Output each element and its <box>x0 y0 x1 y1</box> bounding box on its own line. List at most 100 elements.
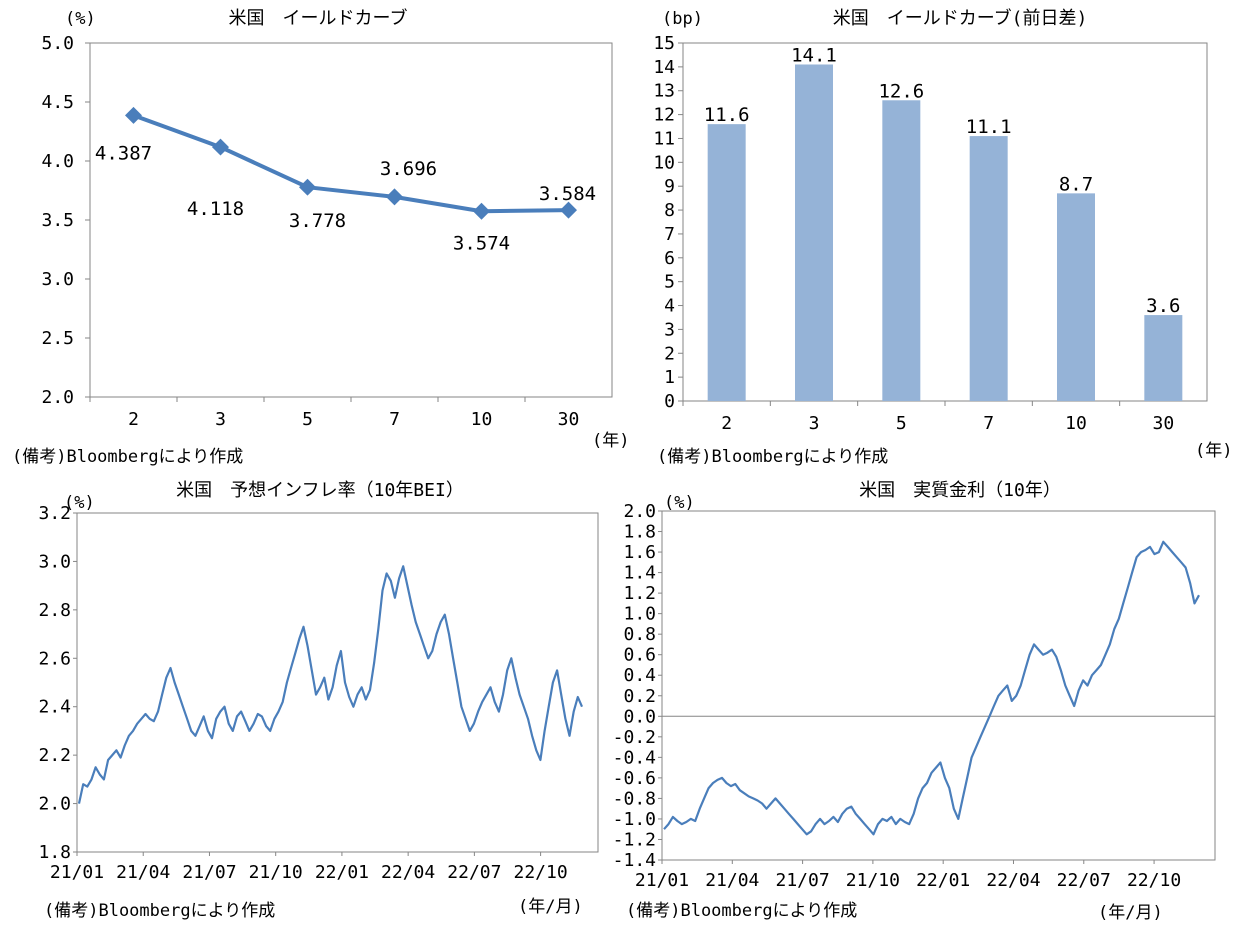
x-tick-label: 22/10 <box>514 862 568 883</box>
y-tick-label: 3.5 <box>41 210 74 231</box>
real-rate-plot: -1.4-1.2-1.0-0.8-0.6-0.4-0.20.00.20.40.6… <box>613 501 1216 891</box>
y-tick-label: 0 <box>664 391 675 412</box>
y-tick-label: 0.8 <box>623 624 656 645</box>
real-rate-y-unit: (%) <box>664 493 695 513</box>
y-tick-label: -1.2 <box>613 829 656 850</box>
y-tick-label: 3.0 <box>41 269 74 290</box>
data-marker <box>386 188 403 206</box>
bar <box>969 136 1008 401</box>
x-tick-label: 21/04 <box>705 870 759 891</box>
y-tick-label: -0.4 <box>613 747 656 768</box>
y-tick-label: 5 <box>664 272 675 293</box>
y-tick-label: 7 <box>664 224 675 245</box>
x-tick-label: 7 <box>389 409 400 430</box>
data-marker <box>212 138 229 156</box>
x-tick-label: 21/01 <box>635 870 689 891</box>
yield-change-y-unit: (bp) <box>662 9 703 29</box>
real-rate-chart: 米国 実質金利（10年） (%) (年/月) (備考)Bloombergにより作… <box>613 480 1216 923</box>
x-tick-label: 21/10 <box>249 862 303 883</box>
x-tick-label: 3 <box>809 413 820 434</box>
y-tick-label: -0.2 <box>613 727 656 748</box>
y-tick-label: 2.0 <box>41 387 74 408</box>
y-tick-label: 1.8 <box>623 522 656 543</box>
bar <box>1144 315 1183 401</box>
bei-chart: 米国 予想インフレ率（10年BEI） (%) (年/月) (備考)Bloombe… <box>38 480 599 921</box>
x-tick-label: 30 <box>1152 413 1174 434</box>
y-tick-label: 0.2 <box>623 686 656 707</box>
x-tick-label: 5 <box>896 413 907 434</box>
y-tick-label: 5.0 <box>41 33 74 54</box>
x-tick-label: 21/10 <box>846 870 900 891</box>
bei-title: 米国 予想インフレ率（10年BEI） <box>176 480 464 501</box>
y-tick-label: 0.0 <box>623 706 656 727</box>
yield-curve-title: 米国 イールドカーブ <box>229 7 408 29</box>
y-tick-label: 3 <box>664 319 675 340</box>
y-tick-label: 1 <box>664 367 675 388</box>
yield-curve-chart: 米国 イールドカーブ (%) (年) (備考)Bloombergにより作成 2.… <box>12 7 629 467</box>
x-tick-label: 22/04 <box>986 870 1040 891</box>
y-tick-label: 2.0 <box>623 501 656 522</box>
bar-label: 3.6 <box>1146 295 1180 317</box>
y-tick-label: 0.4 <box>623 665 656 686</box>
y-tick-label: -1.4 <box>613 850 656 871</box>
yield-curve-plot: 2.0 2.5 3.0 3.5 4.0 4.5 5.0 2 3 5 7 10 30 4.387 4.118 3… <box>41 33 613 430</box>
x-tick-label: 21/01 <box>50 862 104 883</box>
data-marker <box>299 178 316 196</box>
bar-label: 12.6 <box>878 80 924 102</box>
y-tick-label: 2.6 <box>38 648 71 669</box>
yield-change-note: (備考)Bloombergにより作成 <box>657 447 888 467</box>
x-tick-label: 22/01 <box>315 862 369 883</box>
y-tick-label: 10 <box>653 152 675 173</box>
bar-label: 11.6 <box>704 104 750 126</box>
bar <box>1057 193 1095 401</box>
x-tick-label: 21/07 <box>775 870 829 891</box>
yield-change-x-unit: (年) <box>1195 441 1232 461</box>
real-rate-note: (備考)Bloombergにより作成 <box>626 901 857 921</box>
data-label: 3.778 <box>289 210 346 232</box>
y-tick-label: 2 <box>664 343 675 364</box>
y-tick-label: 2.8 <box>38 600 71 621</box>
series-line <box>132 113 569 214</box>
series-line <box>77 565 584 804</box>
y-tick-label: 3.0 <box>38 551 71 572</box>
x-tick-label: 21/04 <box>116 862 170 883</box>
bar <box>882 100 921 401</box>
bei-y-unit: (%) <box>64 493 95 513</box>
data-marker <box>125 106 142 124</box>
y-tick-label: 1.2 <box>623 583 656 604</box>
y-tick-label: 2.4 <box>38 697 71 718</box>
y-tick-label: 15 <box>653 33 675 54</box>
y-tick-label: 4.0 <box>41 151 74 172</box>
data-marker <box>560 201 577 219</box>
data-label: 3.696 <box>380 158 437 180</box>
plot-frame <box>76 512 599 853</box>
yield-curve-note: (備考)Bloombergにより作成 <box>12 447 243 467</box>
plot-frame <box>89 42 613 398</box>
bei-note: (備考)Bloombergにより作成 <box>44 901 275 921</box>
bar-label: 8.7 <box>1059 173 1093 195</box>
yield-curve-y-unit: (%) <box>65 9 96 29</box>
x-tick-label: 22/07 <box>447 862 501 883</box>
y-tick-label: 0.6 <box>623 645 656 666</box>
x-tick-label: 2 <box>721 413 732 434</box>
data-marker <box>473 202 490 220</box>
series-line <box>663 540 1200 836</box>
bar <box>707 124 746 401</box>
y-tick-label: 11 <box>653 128 675 149</box>
x-tick-label: 5 <box>302 409 313 430</box>
y-tick-label: 12 <box>653 105 675 126</box>
x-tick-label: 22/04 <box>381 862 435 883</box>
x-tick-label: 22/07 <box>1057 870 1111 891</box>
y-tick-label: 1.6 <box>623 542 656 563</box>
bei-x-unit: (年/月) <box>518 897 583 917</box>
y-tick-label: -0.8 <box>613 788 656 809</box>
plot-frame <box>661 510 1216 861</box>
data-label: 3.584 <box>539 183 596 205</box>
y-tick-label: 1.4 <box>623 563 656 584</box>
y-tick-label: 8 <box>664 200 675 221</box>
y-tick-label: -1.0 <box>613 809 656 830</box>
data-label: 4.118 <box>187 198 244 220</box>
bar <box>795 64 833 401</box>
y-tick-label: 1.0 <box>623 604 656 625</box>
